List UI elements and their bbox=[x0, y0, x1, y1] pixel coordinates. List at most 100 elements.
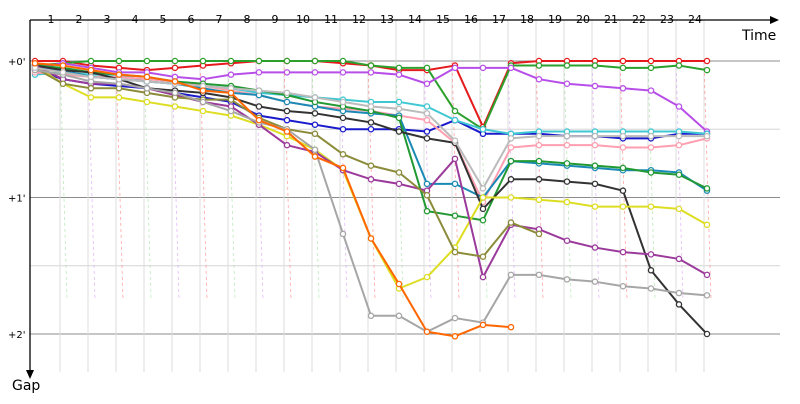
x-tick-label: 23 bbox=[660, 13, 674, 26]
data-point bbox=[675, 171, 683, 178]
data-point bbox=[143, 73, 151, 81]
data-point bbox=[507, 64, 515, 72]
lap-guide-line bbox=[311, 60, 320, 301]
x-tick-label: 22 bbox=[632, 13, 646, 26]
data-point bbox=[311, 153, 319, 160]
data-point bbox=[703, 221, 711, 229]
data-point bbox=[395, 71, 403, 78]
data-point bbox=[591, 141, 599, 149]
data-point bbox=[451, 248, 459, 256]
data-point bbox=[143, 98, 151, 106]
data-point bbox=[87, 66, 95, 74]
x-tick-label: 1 bbox=[48, 13, 55, 26]
data-point bbox=[619, 187, 627, 194]
data-point bbox=[311, 94, 319, 101]
data-point bbox=[507, 219, 515, 226]
data-point bbox=[395, 128, 403, 135]
data-point bbox=[479, 253, 487, 260]
data-point bbox=[367, 235, 375, 242]
data-point bbox=[423, 110, 431, 117]
data-point bbox=[535, 75, 543, 83]
x-tick-label: 19 bbox=[548, 13, 562, 26]
data-point bbox=[395, 105, 403, 113]
data-point bbox=[395, 180, 403, 188]
data-point bbox=[479, 185, 487, 192]
data-point bbox=[703, 132, 711, 140]
lap-guide-line bbox=[143, 60, 152, 301]
data-point bbox=[647, 132, 655, 140]
data-point bbox=[367, 62, 375, 69]
data-point bbox=[619, 203, 627, 210]
data-point bbox=[619, 64, 627, 72]
data-point bbox=[143, 57, 151, 65]
data-point bbox=[647, 285, 655, 292]
lap-guide-line bbox=[619, 60, 628, 301]
data-point bbox=[395, 114, 403, 122]
data-point bbox=[171, 64, 179, 72]
y-tick-label: +1' bbox=[8, 194, 26, 205]
lap-guide-line bbox=[199, 60, 208, 301]
data-point bbox=[227, 71, 235, 78]
data-point bbox=[675, 255, 683, 263]
data-point bbox=[647, 87, 655, 94]
data-point bbox=[59, 69, 67, 76]
lap-guide-line bbox=[87, 60, 96, 301]
data-point bbox=[283, 116, 291, 124]
data-point bbox=[647, 144, 655, 151]
lap-guide-line bbox=[451, 60, 460, 301]
data-point bbox=[423, 64, 431, 72]
data-point bbox=[199, 107, 207, 115]
data-point bbox=[703, 292, 711, 299]
data-point bbox=[479, 205, 487, 213]
data-point bbox=[563, 80, 571, 88]
axes-layer: Time Gap bbox=[12, 16, 779, 394]
data-point bbox=[591, 62, 599, 69]
data-point bbox=[647, 267, 655, 274]
x-tick-label: 18 bbox=[520, 13, 534, 26]
data-point bbox=[395, 280, 403, 288]
data-point bbox=[423, 80, 431, 88]
series-layer bbox=[31, 57, 711, 340]
data-point bbox=[311, 69, 319, 76]
data-point bbox=[619, 164, 627, 172]
x-tick-labels: 1 2 3 4 5 6 7 8 9 10 11 12 13 14 15 16 17 18 19 20 21 22 23 24 bbox=[48, 13, 703, 26]
y-tick-label: +0' bbox=[8, 57, 26, 68]
data-point bbox=[535, 196, 543, 204]
data-point bbox=[647, 251, 655, 258]
data-point bbox=[143, 85, 151, 92]
data-point bbox=[87, 94, 95, 101]
x-tick-label: 4 bbox=[132, 13, 139, 26]
data-point bbox=[423, 207, 431, 215]
lap-guide-line bbox=[367, 60, 376, 301]
data-point bbox=[367, 103, 375, 110]
data-point bbox=[255, 69, 263, 76]
data-point bbox=[479, 321, 487, 329]
data-point bbox=[591, 278, 599, 285]
data-point bbox=[535, 157, 543, 165]
data-point bbox=[171, 103, 179, 110]
x-tick-label: 16 bbox=[464, 13, 478, 26]
data-point bbox=[423, 135, 431, 142]
y-tick-labels: +0' +1' +2' bbox=[8, 57, 26, 341]
data-point bbox=[255, 116, 263, 124]
data-point bbox=[311, 130, 319, 138]
data-point bbox=[451, 333, 459, 340]
lap-guide-line bbox=[227, 60, 236, 301]
x-tick-label: 8 bbox=[244, 13, 251, 26]
data-point bbox=[283, 69, 291, 76]
data-point bbox=[703, 271, 711, 279]
data-point bbox=[535, 176, 543, 183]
data-point bbox=[339, 114, 347, 122]
data-point bbox=[395, 169, 403, 176]
data-point bbox=[675, 205, 683, 213]
data-point bbox=[227, 57, 235, 65]
data-point bbox=[507, 271, 515, 279]
data-point bbox=[283, 57, 291, 65]
data-point bbox=[675, 289, 683, 297]
data-point bbox=[115, 71, 123, 78]
data-point bbox=[171, 57, 179, 65]
data-point bbox=[451, 212, 459, 219]
data-point bbox=[675, 62, 683, 69]
data-point bbox=[703, 57, 711, 65]
